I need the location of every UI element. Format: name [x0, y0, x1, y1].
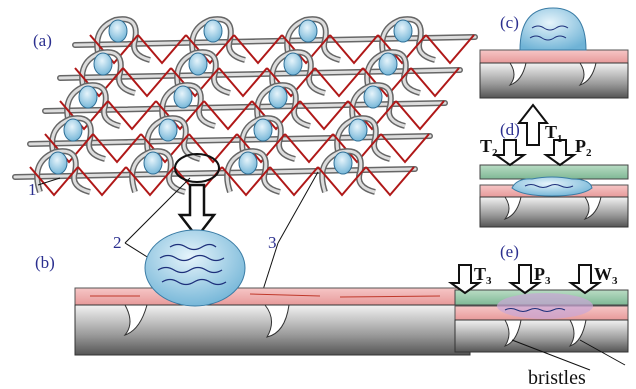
panel-label: (b) [35, 253, 55, 272]
droplet [364, 86, 382, 108]
force-label: P3 [534, 264, 551, 287]
droplet [349, 119, 367, 141]
knitted-mesh [15, 19, 475, 195]
force-label: T2 [480, 136, 498, 159]
droplet [239, 152, 257, 174]
droplet [159, 119, 177, 141]
droplet [49, 152, 67, 174]
droplet [379, 53, 397, 75]
droplet [109, 20, 127, 42]
droplet [299, 20, 317, 42]
droplet [94, 53, 112, 75]
droplet [144, 152, 162, 174]
force-label: P2 [575, 136, 592, 159]
panel-label: (a) [33, 31, 52, 50]
panel-label: (c) [500, 13, 519, 32]
callout: 1 [28, 180, 37, 199]
droplet [254, 119, 272, 141]
callout: 3 [268, 233, 277, 252]
droplet [334, 152, 352, 174]
droplet [284, 53, 302, 75]
panel-label: (d) [500, 120, 520, 139]
droplet [394, 20, 412, 42]
droplet [269, 86, 287, 108]
figure: (a) (b) (c) (d) (e) 1 2 3 T1 T2 P2 T3 P3… [0, 0, 636, 389]
droplet [64, 119, 82, 141]
panel-d-drawing [480, 140, 628, 227]
callout: 2 [113, 233, 122, 252]
droplet [189, 53, 207, 75]
force-label: W3 [594, 264, 618, 287]
force-label: T1 [545, 122, 563, 145]
droplet [79, 86, 97, 108]
droplet [174, 86, 192, 108]
bristles-label: bristles [528, 367, 586, 389]
force-label: T3 [474, 264, 492, 287]
droplet [204, 20, 222, 42]
panel-label: (e) [500, 242, 519, 261]
